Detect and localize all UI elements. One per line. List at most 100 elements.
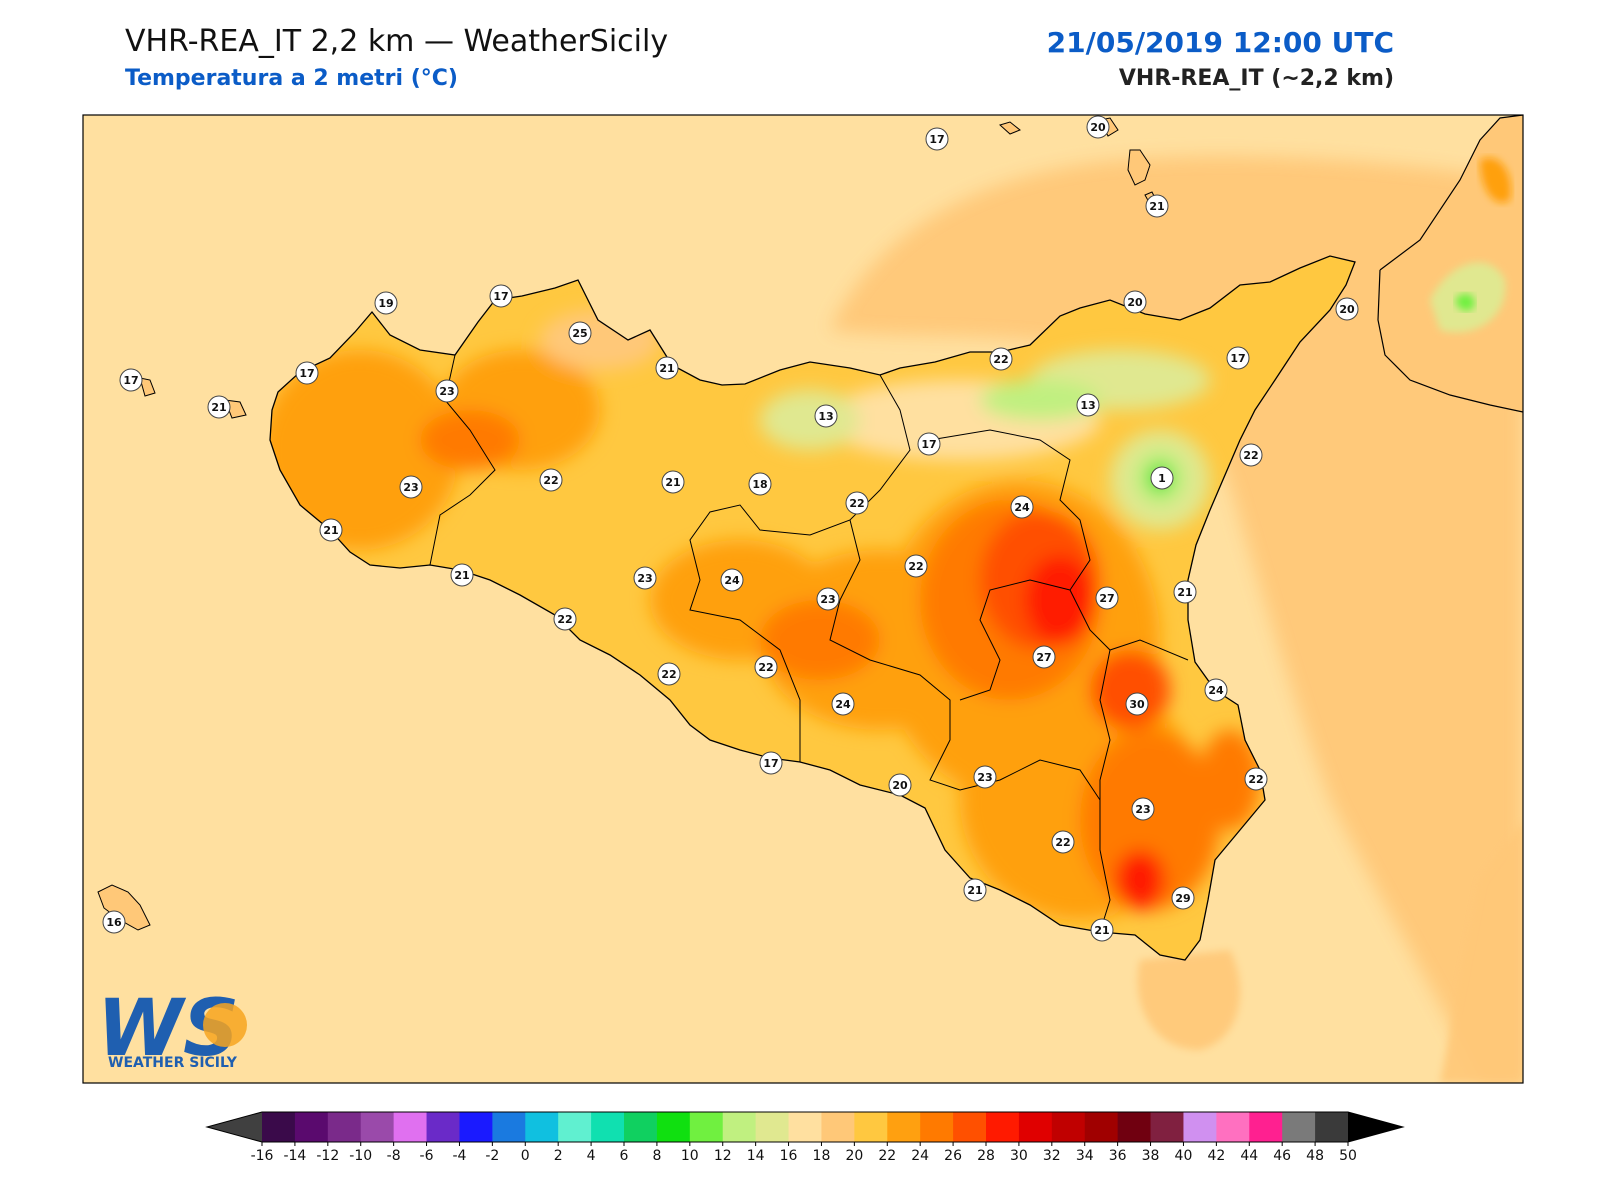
logo-name: WEATHER SICILY: [108, 1055, 238, 1071]
colorbar-tick-label: 6: [620, 1148, 629, 1164]
temperature-point-marker: [399, 475, 423, 499]
colorbar-segment: [393, 1112, 428, 1142]
colorbar-tick-label: 38: [1142, 1148, 1160, 1164]
temperature-point-value: 21: [1177, 586, 1192, 599]
colorbar-segment: [656, 1112, 691, 1142]
temperature-point-label: 17: [925, 127, 949, 151]
variable-subtitle: Temperatura a 2 metri (°C): [125, 66, 458, 91]
temperature-point-label: 23: [399, 475, 423, 499]
temperature-point-marker: [973, 765, 997, 789]
temperature-point-marker: [816, 587, 840, 611]
temperature-point-label: 22: [657, 662, 681, 686]
temperature-point-value: 17: [493, 290, 508, 303]
temperature-point-marker: [319, 518, 343, 542]
temperature-point-label: 13: [1076, 393, 1100, 417]
temperature-point-label: 22: [539, 468, 563, 492]
temperature-point-marker: [661, 470, 685, 494]
colorbar-segment: [986, 1112, 1020, 1142]
temperature-point-value: 21: [967, 884, 982, 897]
colorbar-tick-label: 32: [1043, 1148, 1061, 1164]
temperature-point-marker: [917, 432, 941, 456]
temperature-point-marker: [754, 655, 778, 679]
warm-sea-patch-southeast: [1440, 820, 1523, 1083]
colorbar-segment: [788, 1112, 822, 1142]
temperature-point-value: 25: [572, 327, 587, 340]
temperature-point-label: 19: [374, 291, 398, 315]
temperature-point-label: 27: [1095, 586, 1119, 610]
temperature-point-marker: [925, 127, 949, 151]
temperature-point-value: 22: [758, 661, 773, 674]
temperature-point-value: 17: [929, 133, 944, 146]
temperature-point-marker: [1032, 645, 1056, 669]
temperature-point-marker: [888, 773, 912, 797]
temperature-point-label: 23: [1131, 797, 1155, 821]
colorbar-segment: [525, 1112, 559, 1142]
temperature-point-label: 29: [1171, 886, 1195, 910]
temperature-point-value: 17: [921, 438, 936, 451]
colorbar-tick-label: 50: [1339, 1148, 1357, 1164]
model-name: VHR-REA_IT (~2,2 km): [1118, 66, 1394, 91]
island-alicudi: [999, 121, 1021, 135]
temperature-point-label: 23: [816, 587, 840, 611]
temperature-point-marker: [1226, 346, 1250, 370]
temperature-point-label: 22: [1244, 767, 1268, 791]
temperature-point-value: 22: [543, 474, 558, 487]
colorbar-tick-label: 44: [1240, 1148, 1258, 1164]
temperature-point-value: 17: [763, 757, 778, 770]
temperature-point-value: 23: [403, 481, 418, 494]
colorbar-segment: [558, 1112, 592, 1142]
colorbar-segment: [459, 1112, 493, 1142]
temperature-point-value: 21: [211, 401, 226, 414]
colorbar-segment: [360, 1112, 395, 1142]
colorbar-segment: [1282, 1112, 1316, 1142]
temperature-point-marker: [295, 361, 319, 385]
temperature-point-marker: [539, 468, 563, 492]
temperature-point-marker: [553, 607, 577, 631]
island-favignana: [224, 399, 247, 419]
temperature-point-label: 13: [814, 404, 838, 428]
colorbar-segment: [1249, 1112, 1283, 1142]
colorbar-tick-label: -14: [283, 1148, 306, 1164]
colorbar-segment: [1084, 1112, 1119, 1142]
temperature-point-label: 23: [633, 566, 657, 590]
temperature-point-value: 21: [454, 569, 469, 582]
temperature-point-marker: [1131, 797, 1155, 821]
colorbar-segment: [821, 1112, 855, 1142]
island-lipari: [1127, 149, 1151, 186]
temperature-point-label: 20: [1335, 297, 1359, 321]
temperature-point-value: 19: [378, 297, 393, 310]
temperature-point-value: 23: [1135, 803, 1150, 816]
temperature-point-value: 16: [106, 916, 122, 929]
temperature-point-value: 21: [1149, 200, 1164, 213]
temperature-point-value: 20: [892, 779, 908, 792]
calabria-coastline: [1377, 115, 1523, 413]
temperature-point-value: 22: [661, 668, 676, 681]
temperature-point-value: 22: [1243, 449, 1258, 462]
temperature-point-marker: [633, 566, 657, 590]
colorbar-tick-label: 20: [845, 1148, 863, 1164]
temperature-point-label: 17: [759, 751, 783, 775]
colorbar-tick-label: 4: [587, 1148, 596, 1164]
colorbar-segment: [492, 1112, 526, 1142]
temperature-point-marker: [1244, 767, 1268, 791]
colorbar-segment: [689, 1112, 724, 1142]
colorbar-segment: [1051, 1112, 1086, 1142]
temperature-point-value: 21: [665, 476, 680, 489]
temperature-point-label: 21: [1090, 918, 1114, 942]
colorbar-tick-label: 22: [878, 1148, 896, 1164]
temperature-point-marker: [1010, 495, 1034, 519]
temperature-point-label: 16: [102, 910, 126, 934]
colorbar-segment: [1117, 1112, 1152, 1142]
colorbar-segment: [327, 1112, 362, 1142]
temperature-point-label: 23: [435, 379, 459, 403]
temperature-point-marker: [450, 563, 474, 587]
colorbar-tick-label: -10: [349, 1148, 372, 1164]
temperature-point-marker: [814, 404, 838, 428]
colorbar-segment: [294, 1112, 329, 1142]
temperature-point-value: 22: [557, 613, 572, 626]
temperature-point-value: 13: [818, 410, 833, 423]
colorbar-segment: [854, 1112, 888, 1142]
temperature-point-marker: [489, 284, 513, 308]
weather-sicily-logo: WS WEATHER SICILY: [97, 984, 247, 1074]
temperature-point-marker: [374, 291, 398, 315]
